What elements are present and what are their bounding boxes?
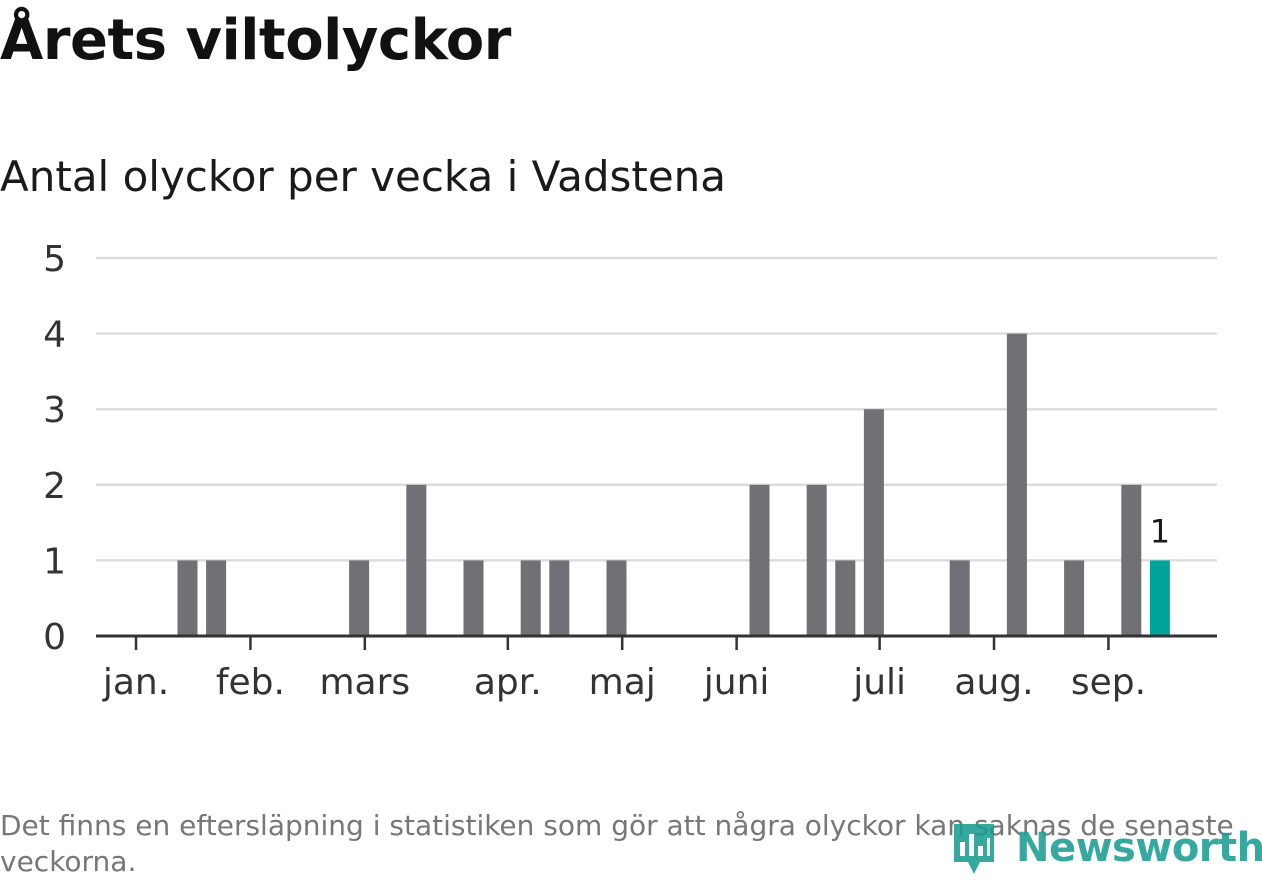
bar <box>1121 484 1142 636</box>
y-tick-label: 2 <box>43 466 66 507</box>
bar-highlight <box>1149 560 1170 636</box>
x-axis <box>96 634 1217 650</box>
y-tick-label: 0 <box>43 617 66 658</box>
bar <box>606 560 627 636</box>
bar <box>349 560 370 636</box>
y-tick-label: 5 <box>43 239 66 280</box>
bar <box>835 560 856 636</box>
x-tick-label: maj <box>589 662 656 703</box>
bar <box>177 560 198 636</box>
x-tick-label: jan. <box>102 662 169 703</box>
chart-subtitle: Antal olyckor per vecka i Vadstena <box>0 152 727 201</box>
y-tick-label: 1 <box>43 541 66 582</box>
bar <box>1006 333 1027 636</box>
x-tick-label: feb. <box>216 662 285 703</box>
x-tick-label: apr. <box>474 662 542 703</box>
newsworthy-logo-text: Newsworthy <box>1016 825 1262 871</box>
x-tick-label: juli <box>852 662 906 703</box>
x-tick-label: mars <box>319 662 410 703</box>
x-tick-label: sep. <box>1071 662 1146 703</box>
bar <box>206 560 227 636</box>
bar-chart: 0 1 2 3 4 5 1 jan. feb. mars apr. maj juni juli aug. se… <box>43 239 1217 703</box>
grid-lines <box>96 256 1217 562</box>
bar <box>749 484 770 636</box>
x-tick-label: juni <box>703 662 770 703</box>
bar <box>863 409 884 636</box>
chart-title: Årets viltolyckor <box>0 8 511 73</box>
bars <box>177 333 1170 636</box>
bar <box>406 484 427 636</box>
bar <box>463 560 484 636</box>
bar <box>1064 560 1085 636</box>
bar-data-label: 1 <box>1150 512 1170 550</box>
bar <box>520 560 541 636</box>
footnote: Det finns en eftersläpning i statistiken… <box>0 809 1234 878</box>
bar <box>806 484 827 636</box>
y-tick-label: 3 <box>43 390 66 431</box>
newsworthy-bars-icon <box>950 820 998 876</box>
axis-labels: 0 1 2 3 4 5 1 jan. feb. mars apr. maj juni juli aug. se… <box>43 239 1170 703</box>
bar <box>549 560 570 636</box>
newsworthy-logo: Newsworthy <box>950 818 1262 878</box>
bar <box>949 560 970 636</box>
x-tick-label: aug. <box>954 662 1033 703</box>
y-tick-label: 4 <box>43 315 66 356</box>
